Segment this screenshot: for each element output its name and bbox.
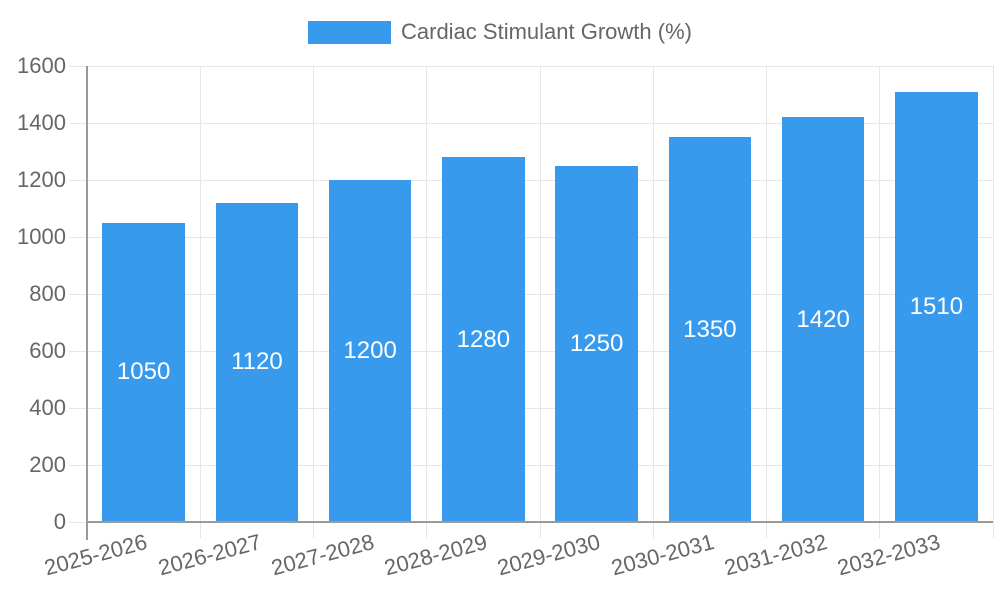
bar[interactable]: 1200: [328, 180, 412, 522]
x-axis-tick-label: 2026-2027: [155, 529, 264, 581]
x-axis-tick-label: 2032-2033: [834, 529, 943, 581]
y-axis-tick-label: 1600: [17, 53, 66, 78]
y-axis-tick: [69, 65, 87, 67]
bar-value-label: 1350: [683, 315, 737, 343]
bar-value-label: 1120: [231, 348, 283, 376]
y-axis-tick: [69, 122, 87, 124]
bar-value-label: 1420: [796, 305, 850, 333]
y-axis-tick-label: 1200: [17, 167, 66, 192]
bar-value-label: 1280: [456, 325, 511, 353]
x-axis-tick-label: 2025-2026: [41, 529, 151, 581]
bar[interactable]: 1280: [442, 157, 525, 522]
legend-label: Cardiac Stimulant Growth (%): [401, 19, 692, 44]
bar[interactable]: 1250: [555, 165, 638, 522]
gridline-vertical: [313, 66, 314, 538]
y-axis-tick-label: 1000: [17, 224, 66, 249]
gridline-vertical: [992, 66, 994, 538]
bar-value-label: 1510: [909, 292, 964, 320]
bar-value-label: 1250: [569, 329, 624, 357]
legend-swatch: [308, 20, 391, 44]
y-axis-tick: [69, 293, 87, 295]
y-axis-tick-label: 1400: [17, 110, 66, 135]
x-axis-line: [87, 521, 993, 523]
y-axis-tick: [69, 464, 87, 466]
y-axis-tick-label: 0: [53, 509, 66, 534]
bar-value-label: 1200: [343, 337, 397, 364]
x-axis-tick-label: 2027-2028: [268, 529, 377, 581]
x-axis-tick-label: 2029-2030: [494, 529, 604, 581]
bar-value-label: 1050: [116, 358, 171, 386]
y-axis-tick-label: 200: [29, 452, 66, 477]
y-axis-tick-label: 800: [29, 281, 66, 306]
bar[interactable]: 1510: [895, 91, 978, 522]
y-axis-tick: [69, 179, 87, 181]
gridline-vertical: [766, 66, 767, 538]
gridline-vertical: [652, 66, 654, 538]
bar[interactable]: 1420: [781, 117, 865, 522]
y-axis-line: [86, 66, 88, 540]
gridline-vertical: [426, 66, 428, 538]
bar[interactable]: 1120: [215, 202, 299, 522]
gridline-vertical: [539, 66, 541, 538]
legend[interactable]: Cardiac Stimulant Growth (%): [0, 17, 1000, 47]
gridline-vertical: [879, 66, 881, 538]
x-axis-tick-label: 2031-2032: [721, 529, 830, 581]
bar[interactable]: 1050: [102, 222, 185, 522]
y-axis-tick: [69, 407, 87, 409]
y-axis-tick-label: 400: [29, 395, 66, 420]
gridline-vertical: [199, 66, 201, 538]
x-axis-tick-label: 2028-2029: [381, 529, 490, 581]
bar[interactable]: 1350: [668, 137, 752, 522]
y-axis-tick: [69, 521, 87, 523]
y-axis-tick: [69, 236, 87, 238]
y-axis-tick-label: 600: [29, 338, 66, 363]
y-axis-tick: [69, 350, 87, 352]
x-axis-tick-label: 2030-2031: [608, 529, 717, 581]
